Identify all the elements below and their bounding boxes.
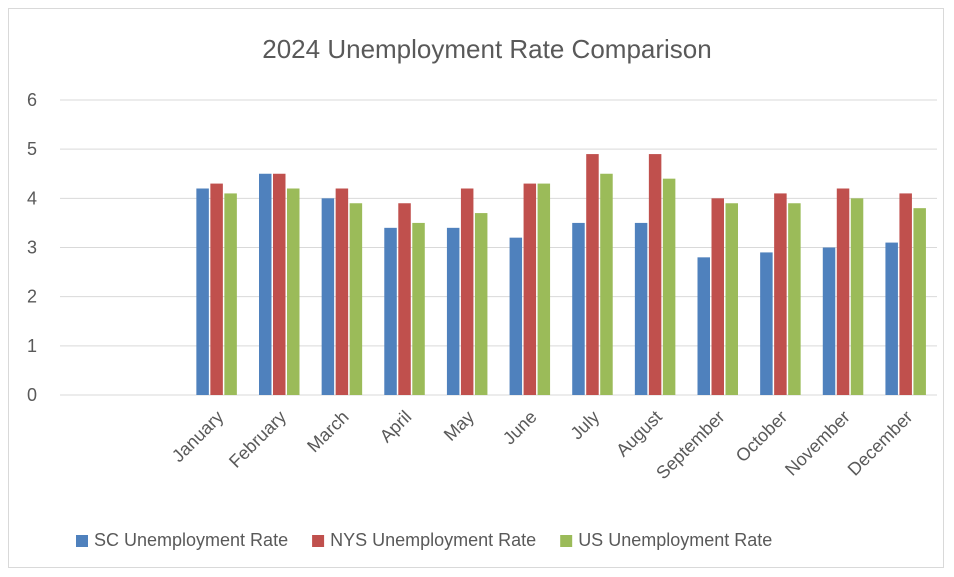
- bar-us: [725, 203, 738, 395]
- x-tick-label: May: [440, 407, 478, 445]
- bar-us: [913, 208, 926, 395]
- bar-us: [788, 203, 801, 395]
- bar-us: [662, 178, 676, 395]
- bar-nys: [648, 154, 662, 395]
- x-tick-label: October: [732, 407, 791, 466]
- y-axis-ticks: 0 1 2 3 4 5 6: [27, 90, 37, 405]
- bar-us: [474, 213, 488, 395]
- chart-title: 2024 Unemployment Rate Comparison: [262, 34, 711, 64]
- bar-nys: [460, 188, 474, 395]
- bar-sc: [384, 227, 397, 395]
- bar-nys: [210, 183, 223, 395]
- bar-nys: [836, 188, 850, 395]
- legend-swatch: [76, 535, 88, 547]
- legend-label: US Unemployment Rate: [578, 530, 772, 550]
- bars: [196, 154, 926, 395]
- legend: SC Unemployment Rate NYS Unemployment Rat…: [76, 530, 772, 550]
- bar-us: [412, 222, 425, 395]
- x-tick-label: December: [844, 407, 917, 480]
- x-tick-label: September: [652, 407, 728, 483]
- y-tick-label: 4: [27, 188, 37, 208]
- x-tick-label: March: [303, 407, 353, 457]
- bar-sc: [446, 227, 460, 395]
- x-tick-label: April: [376, 407, 416, 447]
- bar-sc: [697, 257, 710, 395]
- bar-us: [600, 173, 613, 395]
- x-tick-label: November: [781, 407, 854, 480]
- bar-sc: [509, 237, 523, 395]
- bar-sc: [321, 198, 335, 395]
- y-tick-label: 1: [27, 336, 37, 356]
- bar-us: [287, 188, 300, 395]
- bar-nys: [899, 193, 912, 395]
- bar-nys: [398, 203, 411, 395]
- bar-nys: [335, 188, 349, 395]
- bar-sc: [822, 247, 836, 395]
- bar-nys: [774, 193, 787, 395]
- bar-nys: [586, 154, 599, 395]
- legend-swatch: [312, 535, 325, 547]
- y-tick-label: 0: [27, 385, 37, 405]
- x-tick-label: February: [225, 407, 290, 472]
- y-tick-label: 5: [27, 139, 37, 159]
- bar-us: [224, 193, 237, 395]
- x-tick-label: January: [168, 407, 227, 466]
- y-tick-label: 2: [27, 287, 37, 307]
- y-tick-label: 3: [27, 238, 37, 258]
- y-tick-label: 6: [27, 90, 37, 110]
- bar-sc: [572, 222, 585, 395]
- x-tick-label: August: [612, 407, 666, 461]
- x-tick-label: June: [499, 407, 541, 449]
- bar-sc: [760, 252, 773, 395]
- bar-nys: [523, 183, 537, 395]
- bar-sc: [885, 242, 898, 395]
- bar-us: [349, 203, 363, 395]
- gridlines: [60, 99, 937, 396]
- legend-label: SC Unemployment Rate: [94, 530, 288, 550]
- legend-label: NYS Unemployment Rate: [330, 530, 536, 550]
- x-tick-label: July: [567, 407, 604, 444]
- bar-nys: [711, 198, 724, 395]
- bar-nys: [273, 173, 286, 395]
- bar-sc: [634, 222, 648, 395]
- legend-swatch: [560, 535, 573, 547]
- bar-sc: [259, 173, 272, 395]
- bar-sc: [196, 188, 209, 395]
- bar-us: [537, 183, 551, 395]
- bar-us: [850, 198, 864, 395]
